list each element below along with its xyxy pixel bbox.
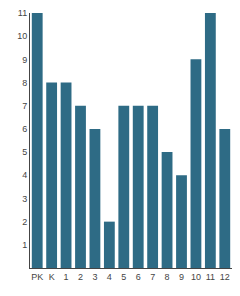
svg-text:10: 10 <box>191 272 201 282</box>
svg-text:6: 6 <box>136 272 141 282</box>
svg-text:3: 3 <box>22 194 27 204</box>
svg-text:2: 2 <box>22 217 27 227</box>
svg-text:8: 8 <box>165 272 170 282</box>
svg-text:5: 5 <box>121 272 126 282</box>
svg-text:7: 7 <box>22 101 27 111</box>
svg-text:PK: PK <box>31 272 43 282</box>
svg-text:8: 8 <box>22 78 27 88</box>
svg-text:9: 9 <box>179 272 184 282</box>
svg-text:K: K <box>49 272 55 282</box>
svg-text:10: 10 <box>17 31 27 41</box>
svg-text:12: 12 <box>220 272 230 282</box>
svg-text:11: 11 <box>206 272 215 282</box>
svg-text:7: 7 <box>150 272 155 282</box>
svg-text:4: 4 <box>22 170 27 180</box>
svg-text:6: 6 <box>22 124 27 134</box>
svg-text:5: 5 <box>22 147 27 157</box>
svg-text:3: 3 <box>92 272 97 282</box>
svg-text:1: 1 <box>64 272 69 282</box>
svg-text:9: 9 <box>22 55 27 65</box>
svg-text:2: 2 <box>78 272 83 282</box>
svg-text:11: 11 <box>18 8 27 18</box>
svg-text:4: 4 <box>107 272 112 282</box>
svg-text:1: 1 <box>22 240 27 250</box>
